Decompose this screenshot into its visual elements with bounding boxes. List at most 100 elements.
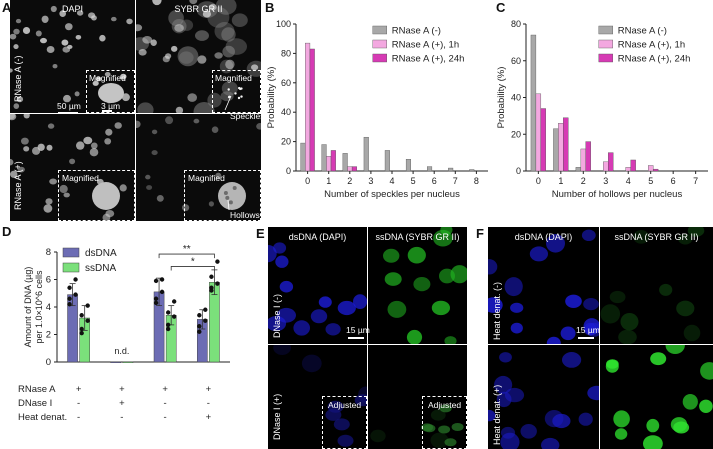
condition-value: - (164, 412, 167, 423)
nucleus (659, 283, 673, 296)
nucleus (177, 46, 199, 67)
nucleus (700, 362, 713, 380)
nucleus (126, 18, 133, 25)
nucleus (215, 0, 237, 15)
panelA-row-label-treated: RNase A (+) (13, 161, 23, 210)
nucleus (488, 409, 496, 422)
condition-value: + (119, 398, 125, 409)
panelA-inset-frame (184, 170, 261, 221)
nucleus (215, 172, 222, 179)
panelA-magnified-label: Magnified (62, 173, 99, 183)
panelE-dapi-treated-image (268, 345, 367, 449)
speckle (237, 96, 241, 100)
nucleus (32, 146, 41, 155)
nucleus (202, 10, 211, 18)
panel-label-a: A (2, 0, 12, 15)
panelA-inset-frame (58, 170, 135, 221)
bar-rnase-a- (405, 159, 411, 172)
nucleus (187, 93, 197, 102)
nucleus (208, 201, 214, 207)
nucleus (439, 404, 452, 413)
nucleus (43, 204, 53, 213)
nucleus (421, 423, 434, 432)
legend-swatch (62, 247, 80, 258)
nucleus (665, 345, 685, 354)
panelA-dapi-untreated-image (10, 0, 135, 113)
nucleus (88, 12, 96, 19)
nucleus (46, 46, 55, 53)
nucleus (137, 102, 154, 113)
legend-swatch (372, 53, 388, 63)
nucleus (353, 294, 367, 309)
bar-rnase-a- (342, 153, 348, 172)
nucleus (23, 146, 30, 152)
bar-rnase-a- (575, 167, 582, 172)
nucleus (105, 128, 113, 136)
nucleus (179, 51, 194, 64)
panelA-hollows-label: Hollows (230, 210, 260, 220)
panel-label-e: E (256, 226, 265, 241)
nucleus (273, 345, 291, 355)
data-point (215, 259, 220, 264)
y-tick-label: 40 (511, 93, 521, 103)
nucleus (40, 37, 47, 44)
nucleus (450, 265, 467, 284)
nucleus (111, 16, 117, 22)
nucleus (10, 170, 18, 178)
bar-rnase-a-24h (563, 117, 569, 172)
condition-name: RNase A (18, 384, 56, 395)
scale-bar (102, 110, 112, 112)
bar-dsdna (110, 361, 122, 363)
x-tick-label: 3 (603, 176, 608, 186)
nucleus (121, 93, 130, 102)
panelE-adjusted-label: Adjusted (428, 400, 462, 410)
nucleus (488, 297, 503, 313)
nucleus (209, 3, 217, 11)
data-point (209, 274, 214, 279)
nucleus (310, 309, 328, 324)
panelA-sybr-untreated-image (136, 0, 261, 113)
bar-rnase-a- (469, 169, 475, 172)
nucleus (438, 425, 451, 434)
panelF-sybr-untreated-image (600, 227, 713, 344)
x-tick-label: 7 (693, 176, 698, 186)
panelE-col-label-dapi: dsDNA (DAPI) (288, 232, 347, 242)
x-axis-label: Number of hollows per nucleus (552, 189, 683, 200)
nucleus (175, 106, 184, 113)
panelF-col-label-sybr: ssDNA (SYBR GR II) (614, 232, 699, 242)
nucleus (150, 39, 157, 46)
bar-rnase-a-1h (347, 166, 353, 172)
nucleus (500, 426, 516, 439)
nucleus (587, 385, 599, 401)
nucleus (406, 329, 423, 344)
nucleus (146, 185, 153, 190)
nucleus (222, 45, 235, 58)
panelF-dapi-treated-image (488, 345, 599, 449)
nucleus (47, 123, 55, 129)
panelF-sybr-treated-image (600, 345, 713, 449)
hollow (232, 186, 237, 190)
nucleus (138, 49, 147, 56)
nucleus (583, 318, 599, 335)
hollow-pointer (227, 199, 230, 211)
nucleus (673, 421, 690, 434)
nucleus (407, 246, 426, 264)
x-tick-label: 5 (648, 176, 653, 186)
data-point (209, 285, 214, 290)
nucleus (168, 10, 184, 26)
nucleus (99, 34, 106, 42)
condition-value: + (76, 384, 82, 395)
nucleus (275, 255, 289, 268)
nucleus (451, 423, 464, 431)
y-tick-label: 6 (46, 275, 51, 286)
nucleus (699, 399, 713, 413)
nucleus (430, 432, 449, 448)
nucleus (220, 91, 234, 102)
nucleus (95, 76, 102, 82)
nucleus (151, 150, 158, 156)
nucleus (413, 277, 431, 292)
nucleus (13, 28, 20, 35)
nucleus (496, 391, 512, 408)
nucleus (13, 103, 20, 109)
nucleus (114, 122, 122, 129)
